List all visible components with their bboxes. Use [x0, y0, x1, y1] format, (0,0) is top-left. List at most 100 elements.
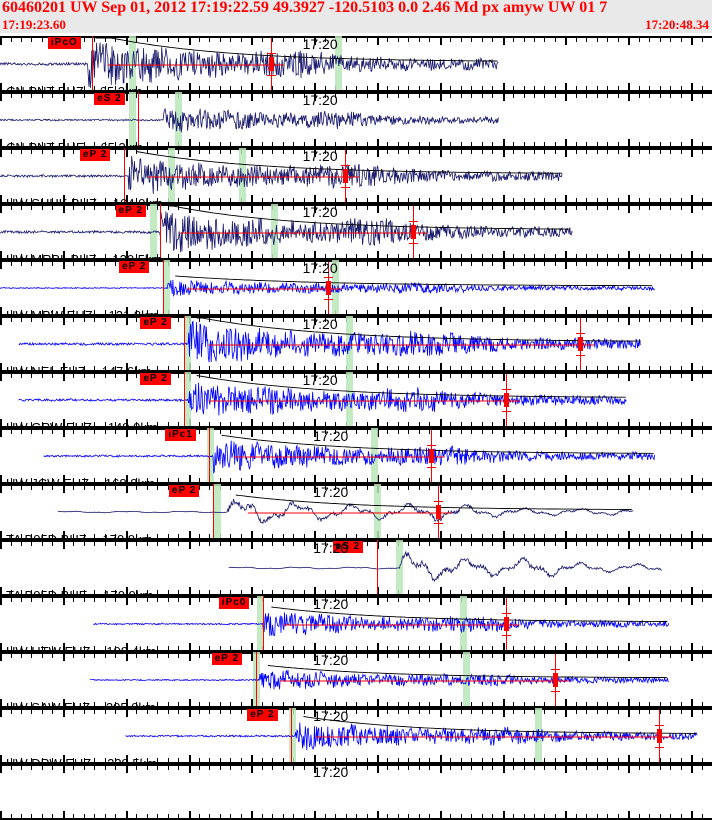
phase-pick-label[interactable]: eP 2 [168, 485, 200, 497]
axis-tick [157, 598, 159, 602]
axis-tick [83, 534, 85, 538]
axis-tick [523, 478, 525, 482]
amplitude-marker-box[interactable] [268, 57, 274, 71]
axis-tick [649, 710, 651, 714]
phase-pick-label[interactable]: eP 2 [119, 261, 150, 273]
axis-tick [680, 430, 682, 434]
phase-pick-label[interactable]: eS 2 [94, 93, 125, 105]
trace-panel[interactable]: eP 2 17:20 UW NEL EHZ -- 147.6km [0, 316, 712, 372]
phase-pick-label[interactable]: eP 2 [115, 205, 146, 217]
axis-tick [73, 766, 75, 770]
axis-tick [52, 94, 54, 98]
waveform-trace [43, 434, 656, 474]
phase-pick-line[interactable] [184, 316, 186, 372]
phase-pick-label[interactable]: iPcO [47, 37, 81, 49]
axis-tick [638, 478, 640, 482]
amplitude-marker-box[interactable] [428, 449, 434, 463]
amplitude-marker-box[interactable] [656, 729, 662, 743]
phase-pick-line[interactable] [184, 372, 186, 428]
axis-tick [188, 150, 191, 157]
axis-tick [356, 422, 357, 426]
phase-pick-line[interactable] [91, 36, 93, 92]
phase-pick-label[interactable]: eP 2 [211, 653, 243, 665]
axis-tick [10, 766, 12, 770]
trace-panel[interactable]: eP 2 17:20 UW MBW EHZ -- 121.8km [0, 260, 712, 316]
amplitude-marker-box[interactable] [435, 505, 441, 519]
axis-tick [523, 310, 525, 314]
axis-tick [293, 206, 295, 210]
amplitude-marker-box[interactable] [553, 673, 559, 687]
axis-tick [251, 251, 254, 258]
axis-tick [575, 206, 577, 210]
phase-pick-line[interactable] [123, 148, 125, 204]
trace-panel[interactable]: eP 2 17:20 UW SHUK BHZ -- 104.0km [0, 148, 712, 204]
phase-pick-line[interactable] [262, 596, 264, 652]
axis-tick [52, 374, 54, 378]
trace-panel[interactable]: eP 2 17:20 UW DPW EHZ -- 239.5km [0, 708, 712, 764]
amplitude-marker-box[interactable] [503, 393, 509, 407]
axis-tick [544, 310, 546, 314]
axis-tick [282, 366, 284, 370]
axis-tick [209, 534, 211, 538]
axis-tick [596, 646, 598, 650]
trace-panel[interactable]: eP 2 17:20 UW MRBL BHZ -- 120.5km [0, 204, 712, 260]
phase-pick-line[interactable] [163, 260, 165, 316]
phase-pick-label[interactable]: eP 2 [247, 709, 278, 721]
trace-panel[interactable]: iPcO 17:20 CN PNT BHZ -- 65.3km [0, 36, 712, 92]
phase-pick-label[interactable]: eS 2 [332, 541, 364, 553]
amplitude-marker-box[interactable] [578, 337, 584, 351]
axis-tick [31, 814, 33, 818]
trace-panel[interactable]: eP 2 17:20 UW GPW EHZ -- 149.0km [0, 372, 712, 428]
axis-tick [209, 542, 211, 546]
axis-tick [146, 542, 148, 546]
trace-panel[interactable]: eP 2 17:20 UW SAW EHZ -- 205.0km [0, 652, 712, 708]
axis-tick [544, 86, 546, 90]
axis-tick [240, 814, 242, 818]
trace-panel[interactable]: eS 2 17:20 TA B05D BHE -- 170.9km [0, 540, 712, 596]
axis-tick [83, 702, 85, 706]
phase-pick-line[interactable] [209, 428, 211, 484]
axis-tick [607, 598, 609, 602]
amplitude-marker-box[interactable] [325, 281, 331, 295]
axis-tick [157, 590, 159, 594]
axis-tick [240, 310, 242, 314]
axis-tick [303, 590, 305, 594]
axis-tick [586, 38, 588, 42]
phase-pick-line[interactable] [255, 652, 257, 708]
axis-tick [240, 366, 242, 370]
axis-tick [20, 366, 22, 370]
trace-panel[interactable]: eS 2 17:20 CN PNT BHE -- 65.3km [0, 92, 712, 148]
amplitude-marker-box[interactable] [343, 169, 349, 183]
axis-tick [565, 94, 568, 101]
axis-tick [429, 710, 431, 714]
phase-pick-label[interactable]: iPc1 [165, 429, 196, 441]
axis-tick [586, 814, 588, 818]
phase-pick-line[interactable] [291, 708, 293, 764]
phase-pick-line[interactable] [212, 484, 214, 540]
axis-tick [356, 814, 357, 818]
amplitude-marker-box[interactable] [503, 617, 509, 631]
axis-tick [345, 814, 347, 818]
phase-pick-label[interactable]: eP 2 [140, 317, 171, 329]
axis-tick [607, 262, 609, 266]
axis-tick [335, 534, 336, 538]
trace-panel[interactable]: 17:20 [0, 764, 712, 820]
axis-tick [20, 262, 22, 266]
phase-pick-label[interactable]: iPc0 [218, 597, 250, 609]
amplitude-marker-box[interactable] [410, 225, 416, 239]
axis-tick [670, 710, 672, 714]
phase-pick-line[interactable] [138, 92, 140, 148]
axis-tick [345, 646, 347, 650]
phase-pick-line[interactable] [159, 204, 161, 260]
axis-tick [31, 430, 33, 434]
axis-tick [607, 198, 609, 202]
trace-panel[interactable]: iPc1 17:20 UW JCW EHZ -- 168.8km [0, 428, 712, 484]
phase-pick-line[interactable] [376, 540, 378, 596]
axis-tick [293, 598, 295, 602]
trace-panel[interactable]: eP 2 17:20 TA B05D BHZ -- 170.9km [0, 484, 712, 540]
axis-tick [104, 814, 106, 818]
trace-panel[interactable]: iPc0 17:20 UW HTW EHZ -- 199.4km [0, 596, 712, 652]
axis-tick [366, 198, 368, 202]
phase-pick-label[interactable]: eP 2 [79, 149, 111, 161]
phase-pick-label[interactable]: eP 2 [140, 373, 171, 385]
